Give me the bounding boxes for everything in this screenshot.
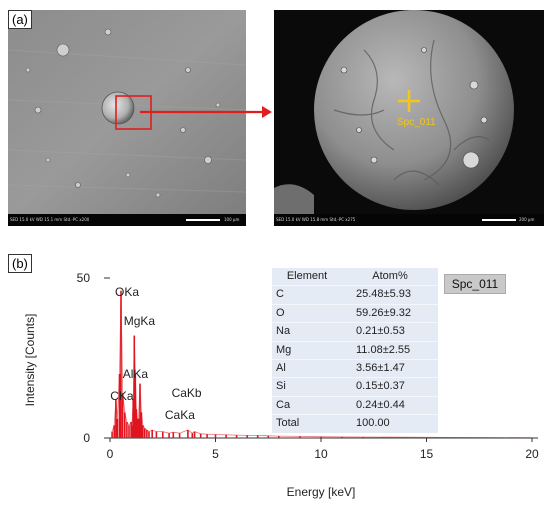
scale-bar	[186, 219, 220, 221]
eds-spectrum-chart: 0 5 10 15 20 0 50 OKa MgKa AlKa CKa CaKb CaKa Energ…	[23, 271, 539, 499]
table-cell: 0.24±0.44	[356, 398, 405, 411]
table-cell: Al	[276, 361, 286, 374]
sem-info-bar: SED 15.0 kV WD 15.1 mm Std.-PC x200 100 …	[8, 214, 246, 226]
table-header-atom: Atom%	[372, 270, 408, 282]
table-cell: Si	[276, 380, 286, 393]
spot-label: Spc_011	[397, 117, 436, 128]
table-cell: 0.15±0.37	[356, 380, 405, 393]
table-cell: O	[276, 306, 285, 319]
peak-label: CKa	[110, 389, 134, 403]
zoom-arrow	[140, 106, 272, 118]
peak-label: OKa	[115, 285, 139, 299]
peak-label: CaKa	[165, 408, 195, 422]
table-row: O 59.26±9.32	[272, 305, 438, 324]
table-row: Total 100.00	[272, 415, 438, 432]
table-cell: 0.21±0.53	[356, 325, 405, 338]
sem-info-text: SED 15.0 kV WD 15.1 mm Std.-PC x200	[10, 217, 90, 222]
x-tick-label: 15	[420, 447, 434, 461]
table-header-row: Element Atom%	[272, 268, 438, 287]
plot-annotations: OKa MgKa AlKa CKa CaKb CaKa	[110, 285, 202, 422]
table-cell: C	[276, 288, 284, 301]
sem-info-text-right: SED 15.0 kV WD 15.8 mm Std.-PC x275	[276, 217, 356, 222]
table-row: Al 3.56±1.47	[272, 360, 438, 379]
table-cell: Total	[276, 417, 300, 430]
x-tick-label: 0	[107, 447, 114, 461]
table-row: Na 0.21±0.53	[272, 323, 438, 342]
table-cell: Ca	[276, 398, 291, 411]
x-tick-label: 5	[212, 447, 219, 461]
table-row: C 25.48±5.93	[272, 286, 438, 305]
sem-micrograph-right: Spc_011 SED 15.0 kV WD 15.8 mm Std.-PC x…	[274, 10, 544, 226]
spectrum-envelope	[111, 290, 533, 439]
table-row: Ca 0.24±0.44	[272, 397, 438, 416]
x-tick-label: 20	[525, 447, 539, 461]
spot-id-box: Spc_011	[444, 274, 506, 294]
table-cell: Mg	[276, 343, 292, 356]
table-cell: 25.48±5.93	[356, 288, 411, 301]
peak-label: AlKa	[123, 367, 149, 381]
table-header-element: Element	[286, 270, 328, 282]
scale-bar-label-right: 200 μm	[519, 217, 535, 222]
peak-label: MgKa	[124, 314, 156, 328]
peak-label: CaKb	[172, 386, 202, 400]
composition-table: Element Atom% C 25.48±5.93 O 59.26±9.32 Na…	[272, 268, 438, 433]
plot-series	[111, 290, 533, 439]
x-axis-label: Energy [keV]	[287, 485, 356, 499]
scale-bar-label: 100 μm	[224, 217, 240, 222]
y-tick-label: 0	[83, 431, 90, 445]
table-cell: Na	[276, 325, 291, 338]
spectrum-series	[111, 290, 533, 438]
table-row: Mg 11.08±2.55	[272, 342, 438, 360]
x-tick-label: 10	[314, 447, 328, 461]
sem-right-image: Spc_011	[274, 10, 544, 214]
scale-bar-right	[482, 219, 516, 221]
table-cell: 11.08±2.55	[356, 343, 411, 356]
panel-a-label: (a)	[8, 10, 32, 29]
y-axis-label: Intensity [Counts]	[23, 314, 37, 407]
sem-info-bar-right: SED 15.0 kV WD 15.8 mm Std.-PC x275 200 …	[274, 214, 544, 226]
table-row: Si 0.15±0.37	[272, 378, 438, 397]
plot-axes: 0 5 10 15 20 0 50	[77, 271, 539, 461]
y-tick-label: 50	[77, 271, 91, 285]
table-cell: 100.00	[356, 417, 390, 430]
table-cell: 3.56±1.47	[356, 361, 405, 374]
panel-b-label: (b)	[8, 254, 32, 273]
table-cell: 59.26±9.32	[356, 306, 411, 319]
